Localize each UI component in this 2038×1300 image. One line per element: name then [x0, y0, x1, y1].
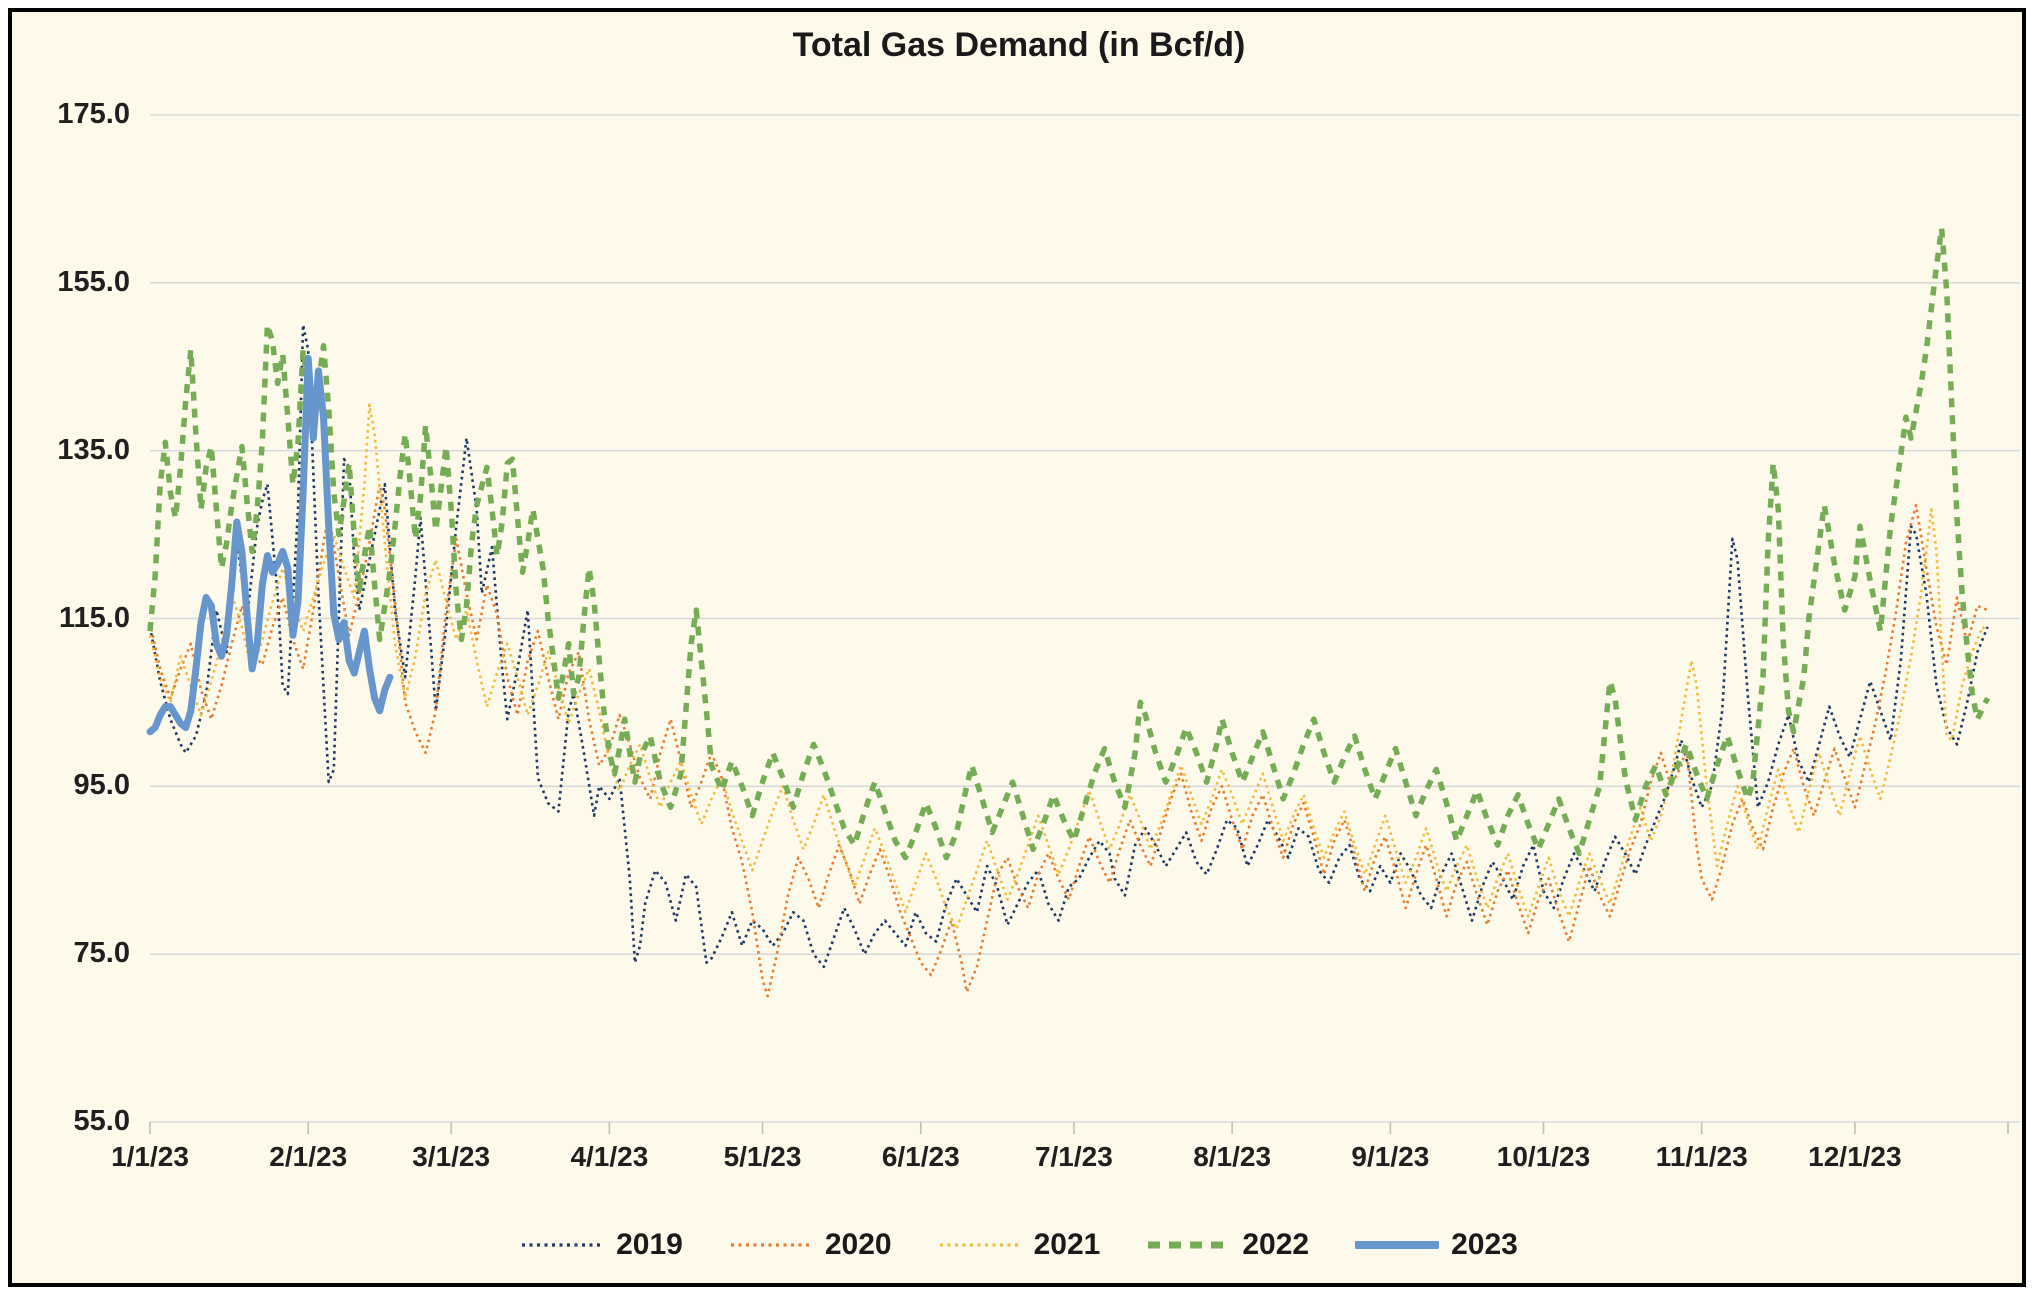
y-tick-label-135.0: 135.0 [57, 433, 130, 466]
legend-label-2021: 2021 [1033, 1228, 1101, 1261]
series-line-2022 [147, 225, 1991, 861]
legend-item-2021: 2021 [938, 1228, 1101, 1262]
legend-label-2019: 2019 [616, 1228, 683, 1261]
series-line-2019 [148, 323, 1989, 969]
x-tick-label-3/1/23: 3/1/23 [412, 1141, 491, 1172]
series-line-2020 [148, 482, 1989, 998]
series-line-2021 [148, 403, 1989, 931]
legend-swatch-2023-icon [1355, 1241, 1440, 1249]
x-tick-label-1/1/23: 1/1/23 [111, 1141, 189, 1172]
legend-item-2023: 2023 [1355, 1228, 1518, 1262]
legend-item-2022: 2022 [1146, 1228, 1309, 1262]
x-tick-label-11/1/23: 11/1/23 [1655, 1141, 1748, 1172]
x-tick-label-7/1/23: 7/1/23 [1034, 1141, 1113, 1172]
y-tick-label-55.0: 55.0 [73, 1105, 130, 1137]
x-tick-label-5/1/23: 5/1/23 [723, 1141, 802, 1172]
y-tick-label-75.0: 75.0 [73, 937, 130, 970]
x-tick-label-8/1/23: 8/1/23 [1193, 1141, 1272, 1172]
legend-swatch-2021-icon [939, 1243, 1020, 1247]
legend-label-2023: 2023 [1451, 1228, 1518, 1261]
chart-legend: 2019 2020 2021 2022 2023 [0, 1228, 2038, 1262]
series-line-2023 [146, 354, 394, 736]
x-tick-label-10/1/23: 10/1/23 [1496, 1141, 1591, 1172]
legend-label-2022: 2022 [1242, 1228, 1310, 1261]
legend-swatch-2022-icon [1148, 1241, 1229, 1249]
x-tick-label-12/1/23: 12/1/23 [1808, 1141, 1902, 1172]
y-tick-label-95.0: 95.0 [73, 769, 130, 802]
legend-item-2019: 2019 [520, 1228, 683, 1262]
y-tick-label-175.0: 175.0 [57, 98, 130, 130]
x-tick-label-4/1/23: 4/1/23 [570, 1141, 649, 1172]
y-tick-label-115.0: 115.0 [59, 601, 130, 634]
x-tick-label-2/1/23: 2/1/23 [269, 1141, 348, 1172]
x-tick-label-9/1/23: 9/1/23 [1351, 1141, 1430, 1172]
legend-label-2020: 2020 [824, 1228, 892, 1261]
x-tick-label-6/1/23: 6/1/23 [881, 1141, 960, 1172]
chart-title: Total Gas Demand (in Bcf/d) [792, 26, 1246, 64]
legend-item-2020: 2020 [729, 1228, 892, 1262]
legend-swatch-2019-icon [522, 1243, 603, 1247]
legend-swatch-2020-icon [730, 1243, 811, 1247]
y-tick-label-155.0: 155.0 [57, 265, 130, 298]
